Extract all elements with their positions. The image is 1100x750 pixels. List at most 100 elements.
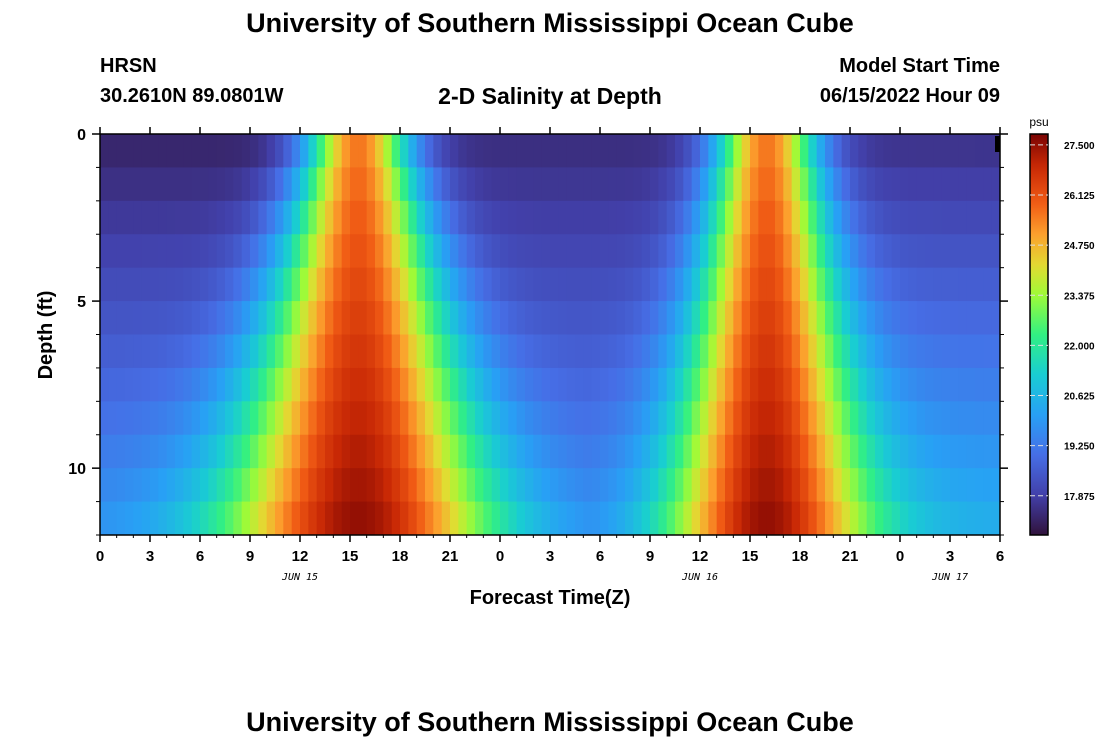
heatmap-cell (216, 401, 226, 436)
heatmap-cell (791, 134, 801, 168)
heatmap-cell (191, 434, 201, 469)
heatmap-cell (450, 434, 459, 469)
heatmap-cell (775, 167, 784, 202)
heatmap-cell (375, 401, 384, 436)
heatmap-cell (516, 234, 526, 269)
heatmap-cell (500, 301, 509, 335)
heatmap-cell (158, 134, 168, 168)
heatmap-cell (883, 334, 893, 369)
heatmap-cell (641, 501, 651, 536)
heatmap-cell (875, 367, 884, 402)
heatmap-cell (608, 434, 618, 469)
heatmap-cell (800, 401, 809, 436)
heatmap-cell (475, 501, 484, 536)
heatmap-cell (658, 367, 668, 402)
heatmap-cell (291, 200, 301, 235)
heatmap-cell (666, 134, 676, 168)
heatmap-cell (441, 267, 451, 302)
heatmap-cell (183, 434, 193, 469)
heatmap-cell (591, 267, 601, 302)
heatmap-cell (108, 301, 118, 335)
heatmap-cell (250, 334, 259, 369)
heatmap-cell (366, 434, 376, 469)
heatmap-cell (891, 167, 901, 202)
heatmap-cell (450, 134, 459, 168)
heatmap-cell (225, 501, 234, 536)
heatmap-cell (683, 401, 693, 436)
heatmap-cell (458, 200, 468, 235)
heatmap-cell (250, 401, 259, 436)
heatmap-cell (525, 301, 534, 335)
heatmap-cell (341, 468, 351, 502)
heatmap-cell (216, 367, 226, 402)
heatmap-cell (416, 301, 426, 335)
heatmap-cell (291, 434, 301, 469)
heatmap-cell (825, 301, 834, 335)
heatmap-cell (725, 167, 734, 202)
heatmap-cell (591, 301, 601, 335)
heatmap-cell (675, 367, 684, 402)
heatmap-cell (466, 401, 476, 436)
heatmap-cell (616, 167, 626, 202)
heatmap-cell (475, 401, 484, 436)
heatmap-cell (316, 301, 326, 335)
x-tick-label: 18 (792, 548, 809, 565)
heatmap-cell (841, 200, 851, 235)
heatmap-cell (625, 501, 634, 536)
heatmap-cell (416, 334, 426, 369)
heatmap-cell (908, 301, 918, 335)
heatmap-cell (141, 367, 151, 402)
heatmap-cell (650, 234, 659, 269)
heatmap-cell (250, 167, 259, 202)
heatmap-cell (858, 267, 868, 302)
heatmap-cell (300, 267, 309, 302)
y-tick-label: 0 (77, 127, 86, 144)
heatmap-cell (783, 134, 793, 168)
heatmap-cell (491, 167, 501, 202)
heatmap-cell (258, 200, 268, 235)
heatmap-cell (966, 134, 976, 168)
heatmap-cell (291, 367, 301, 402)
heatmap-cell (950, 167, 959, 202)
heatmap-cell (641, 434, 651, 469)
heatmap-cell (966, 501, 976, 536)
heatmap-cell (458, 134, 468, 168)
heatmap-cell (375, 468, 384, 502)
heatmap-cell (675, 167, 684, 202)
heatmap-cell (216, 167, 226, 202)
heatmap-cell (858, 468, 868, 502)
x-tick-label: 9 (646, 548, 654, 565)
heatmap-cell (675, 301, 684, 335)
heatmap-cell (991, 334, 1001, 369)
heatmap-cell (716, 468, 726, 502)
heatmap-cell (308, 200, 318, 235)
heatmap-cell (650, 167, 659, 202)
heatmap-cell (466, 200, 476, 235)
heatmap-cell (175, 334, 184, 369)
heatmap-cell (775, 468, 784, 502)
heatmap-cell (466, 267, 476, 302)
heatmap-cell (358, 167, 368, 202)
heatmap-cell (558, 468, 568, 502)
heatmap-cell (825, 468, 834, 502)
heatmap-cell (841, 434, 851, 469)
heatmap-cell (241, 167, 251, 202)
heatmap-cell (266, 167, 276, 202)
heatmap-cell (991, 401, 1001, 436)
heatmap-cell (691, 334, 701, 369)
heatmap-cell (741, 401, 751, 436)
heatmap-cell (575, 434, 584, 469)
heatmap-cell (716, 367, 726, 402)
heatmap-cell (208, 434, 218, 469)
heatmap-cell (708, 468, 718, 502)
heatmap-cell (933, 401, 943, 436)
heatmap-cell (650, 367, 659, 402)
heatmap-cell (583, 167, 593, 202)
heatmap-cell (516, 334, 526, 369)
heatmap-cell (525, 334, 534, 369)
heatmap-cell (975, 200, 984, 235)
heatmap-cell (658, 401, 668, 436)
heatmap-cell (208, 301, 218, 335)
heatmap-cell (991, 200, 1001, 235)
heatmap-cell (225, 434, 234, 469)
